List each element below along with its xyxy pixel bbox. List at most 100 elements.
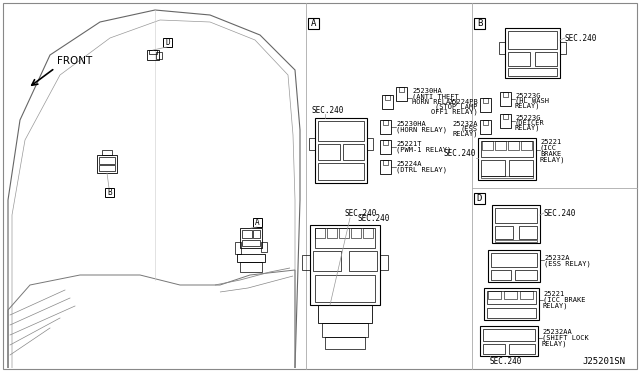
Bar (508, 141, 519, 150)
Text: SEC.240: SEC.240 (312, 106, 344, 115)
Bar (480, 120, 491, 134)
Bar (302, 255, 310, 270)
Bar (327, 228, 337, 238)
Bar (322, 323, 368, 337)
Text: (ESS RELAY): (ESS RELAY) (544, 261, 591, 267)
Bar (313, 251, 341, 271)
Bar (560, 42, 566, 54)
Bar (508, 52, 530, 66)
Bar (521, 141, 532, 150)
Bar (380, 255, 388, 270)
Bar (339, 228, 349, 238)
Bar (367, 138, 373, 150)
Bar (503, 92, 508, 97)
Bar (237, 254, 265, 262)
Bar (383, 160, 388, 165)
Bar (308, 18, 319, 29)
Bar (261, 242, 267, 252)
Text: 25224PB: 25224PB (448, 99, 478, 105)
Bar (508, 68, 557, 76)
Text: A: A (255, 218, 260, 227)
Text: 25232A: 25232A (544, 255, 570, 261)
Text: OFF1 RELAY): OFF1 RELAY) (431, 109, 478, 115)
Text: D: D (477, 194, 482, 203)
Bar (315, 228, 375, 248)
Text: A: A (311, 19, 316, 28)
Bar (383, 140, 388, 145)
Bar (483, 120, 488, 125)
Text: BRAKE: BRAKE (540, 151, 561, 157)
Text: SEC.240: SEC.240 (565, 33, 597, 42)
Bar (481, 160, 505, 176)
Bar (351, 228, 361, 238)
Bar (242, 230, 252, 238)
Text: SEC.240: SEC.240 (358, 214, 390, 222)
Text: RELAY): RELAY) (515, 103, 541, 109)
Text: 25230HA: 25230HA (412, 88, 442, 94)
Bar (495, 226, 513, 239)
Text: 25223G: 25223G (515, 93, 541, 99)
Text: (DEICER: (DEICER (515, 120, 545, 126)
Text: (ICC BRAKE: (ICC BRAKE (543, 297, 586, 303)
Bar (399, 87, 404, 92)
Text: 25232A: 25232A (452, 121, 478, 127)
Text: (STOP LAMP: (STOP LAMP (435, 104, 478, 110)
Bar (495, 141, 506, 150)
Text: 25221T: 25221T (396, 141, 422, 147)
Text: 25232AA: 25232AA (542, 329, 572, 335)
Bar (163, 38, 172, 47)
Bar (156, 52, 162, 59)
Bar (396, 87, 407, 101)
Bar (483, 344, 505, 354)
Bar (495, 240, 537, 242)
Bar (483, 329, 535, 341)
Bar (488, 291, 501, 299)
Bar (478, 138, 536, 180)
Bar (240, 262, 262, 272)
Bar (480, 326, 538, 356)
Bar (474, 18, 485, 29)
Text: SEC.240: SEC.240 (444, 148, 476, 157)
Bar (318, 144, 340, 160)
Text: (SHIFT LOCK: (SHIFT LOCK (542, 335, 589, 341)
Bar (520, 291, 533, 299)
Bar (481, 141, 533, 157)
Bar (102, 150, 112, 155)
Text: (ANTI THEFT: (ANTI THEFT (412, 94, 459, 100)
Bar (495, 208, 537, 223)
Text: (HL WASH: (HL WASH (515, 98, 549, 104)
Bar (99, 157, 115, 164)
Text: SEC.240: SEC.240 (345, 208, 378, 218)
Bar (99, 165, 115, 171)
Text: (DTRL RELAY): (DTRL RELAY) (396, 167, 447, 173)
Text: J25201SN: J25201SN (582, 357, 625, 366)
Bar (480, 98, 491, 112)
Text: D: D (165, 38, 170, 47)
Text: RELAY): RELAY) (540, 157, 566, 163)
Bar (484, 288, 539, 320)
Text: (HORN RELAY): (HORN RELAY) (396, 127, 447, 133)
Text: 25230HA: 25230HA (396, 121, 426, 127)
Text: (PWM-1 RELAY): (PWM-1 RELAY) (396, 147, 451, 153)
Text: B: B (477, 19, 482, 28)
Text: 25223G: 25223G (515, 115, 541, 121)
Bar (505, 28, 560, 78)
Text: HORN RELAY): HORN RELAY) (412, 99, 459, 105)
Bar (310, 225, 380, 305)
Bar (519, 226, 537, 239)
Bar (309, 138, 315, 150)
Text: 25221: 25221 (540, 139, 561, 145)
Bar (240, 228, 262, 248)
Bar (503, 114, 508, 119)
Bar (481, 176, 533, 178)
Bar (315, 118, 367, 183)
Bar (147, 50, 159, 60)
Bar (149, 50, 157, 54)
Bar (491, 270, 511, 280)
Bar (482, 141, 493, 150)
Bar (253, 218, 262, 227)
Bar (325, 337, 365, 349)
Bar (105, 188, 114, 197)
Text: SEC.240: SEC.240 (490, 357, 522, 366)
Bar (504, 291, 517, 299)
